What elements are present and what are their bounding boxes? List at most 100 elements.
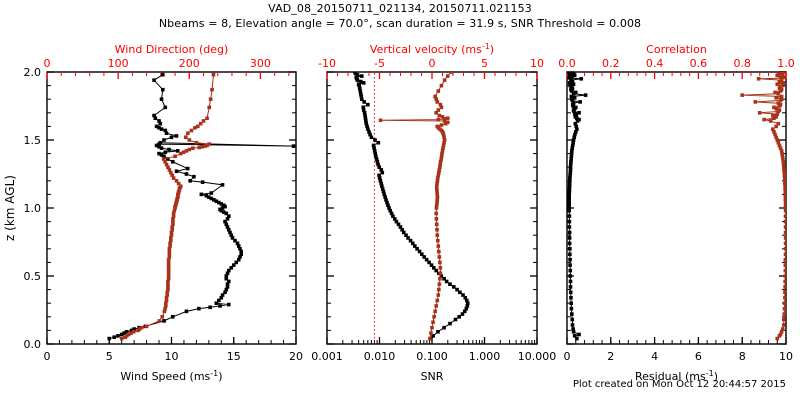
data-point (229, 266, 234, 270)
data-point (437, 287, 441, 292)
data-point (441, 143, 446, 148)
data-point (380, 187, 385, 191)
data-point (434, 97, 438, 101)
data-point (464, 298, 469, 303)
data-point (208, 305, 212, 310)
data-point (355, 72, 360, 77)
data-point (176, 181, 181, 186)
data-point (435, 179, 440, 183)
data-point (162, 154, 166, 159)
data-point (756, 77, 761, 81)
data-point (239, 252, 244, 257)
data-point (152, 113, 156, 118)
data-point (174, 179, 179, 183)
data-point (569, 94, 574, 99)
bottom-axis-title: SNR (421, 370, 444, 383)
data-point (771, 113, 775, 118)
data-point (442, 325, 446, 330)
data-point (234, 260, 239, 265)
data-point (434, 211, 438, 216)
data-point (573, 105, 578, 110)
data-point (166, 271, 171, 276)
data-point (238, 247, 242, 251)
data-point (363, 113, 367, 118)
data-point (377, 176, 382, 180)
series-wind-direction (119, 72, 216, 341)
data-point (187, 138, 192, 142)
data-point (375, 159, 380, 164)
data-point (783, 257, 786, 262)
data-point (567, 208, 571, 213)
data-point (391, 214, 395, 218)
data-point (384, 198, 388, 202)
data-point (167, 255, 172, 259)
data-point (168, 244, 172, 248)
data-point (157, 119, 161, 123)
data-point (762, 117, 766, 122)
data-point (445, 120, 450, 125)
data-point (775, 73, 780, 78)
data-point (782, 301, 786, 305)
data-point (568, 170, 573, 175)
data-point (129, 331, 133, 335)
data-point (772, 116, 776, 121)
data-point (208, 97, 213, 101)
data-point (167, 247, 172, 251)
data-point (439, 83, 444, 88)
data-point (774, 135, 778, 140)
data-point (753, 100, 758, 104)
data-point (160, 87, 165, 92)
data-point (228, 230, 232, 235)
data-point (359, 97, 364, 101)
top-tick-label: 1.0 (777, 57, 795, 70)
data-point (357, 86, 362, 91)
data-point (378, 118, 383, 123)
bottom-tick-label: 0.010 (364, 350, 396, 363)
data-point (783, 189, 786, 194)
data-point (437, 255, 442, 259)
data-point (436, 329, 440, 334)
data-point (389, 211, 394, 216)
data-point (780, 154, 785, 159)
data-point (225, 282, 230, 286)
data-point (428, 336, 432, 341)
data-point (168, 236, 173, 240)
data-point (779, 329, 784, 334)
data-point (398, 225, 403, 229)
data-point (383, 195, 387, 199)
data-point (166, 257, 171, 262)
data-point (434, 111, 438, 115)
data-point (219, 202, 224, 206)
data-point (568, 173, 572, 178)
top-tick-label: 0 (44, 57, 51, 70)
data-point (568, 168, 573, 172)
data-point (225, 217, 230, 221)
data-point (436, 173, 441, 178)
data-point (439, 123, 444, 127)
series-vertical-velocity (378, 72, 453, 341)
data-point (394, 219, 399, 224)
y-tick-label: 2.0 (24, 66, 42, 79)
data-point (783, 200, 786, 205)
plot-created-note: Plot created on Mon Oct 12 20:44:57 2015 (572, 379, 786, 390)
top-tick-label: 5 (481, 57, 488, 70)
data-point (568, 263, 572, 267)
data-point (166, 285, 170, 289)
data-point (187, 147, 192, 152)
data-point (166, 260, 171, 265)
data-point (171, 211, 176, 216)
top-tick-label: 0.8 (733, 57, 751, 70)
data-point (183, 135, 188, 140)
data-point (218, 207, 222, 212)
data-point (170, 225, 175, 229)
data-point (438, 271, 443, 276)
data-point (776, 121, 781, 126)
data-point (577, 117, 581, 122)
data-point (230, 236, 235, 240)
data-point (217, 200, 221, 205)
data-point (358, 79, 363, 84)
data-point (438, 260, 442, 265)
data-point (168, 170, 173, 175)
data-point (373, 151, 378, 156)
data-point (429, 331, 433, 335)
